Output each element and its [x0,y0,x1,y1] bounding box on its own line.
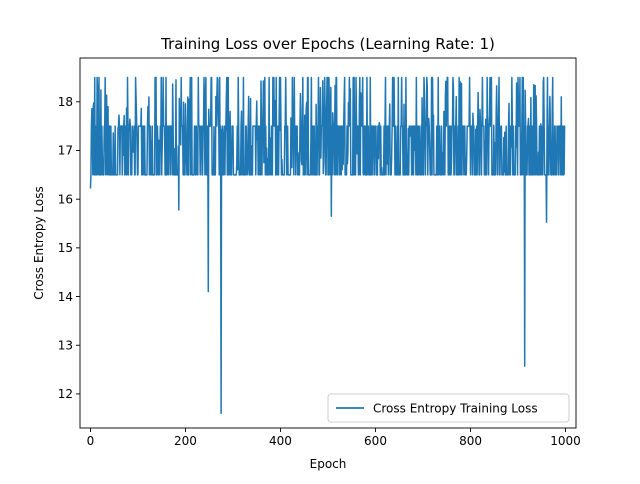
x-axis-label: Epoch [310,457,347,471]
y-tick-label: 12 [58,387,73,401]
chart-title: Training Loss over Epochs (Learning Rate… [160,35,495,53]
y-axis-label: Cross Entropy Loss [32,186,46,299]
plot-area [89,76,566,415]
legend-box [327,393,570,423]
x-axis: 0 200 400 600 800 1000 [87,428,581,448]
x-tick-label: 400 [269,434,292,448]
y-tick-label: 14 [58,290,73,304]
plot-frame [79,57,577,429]
legend-label: Cross Entropy Training Loss [373,402,538,416]
legend: Cross Entropy Training Loss [327,393,570,423]
x-tick-label: 800 [459,434,482,448]
y-tick-label: 13 [58,338,73,352]
y-tick-label: 15 [58,241,73,255]
x-tick-label: 600 [364,434,387,448]
x-tick-label: 200 [174,434,197,448]
y-tick-label: 18 [58,95,73,109]
y-axis: 12 13 14 15 16 17 18 [58,95,80,401]
x-tick-label: 0 [87,434,95,448]
y-tick-label: 16 [58,192,73,206]
series-line-cross-entropy-training-loss [89,76,566,415]
x-tick-label: 1000 [550,434,581,448]
y-tick-label: 17 [58,144,73,158]
